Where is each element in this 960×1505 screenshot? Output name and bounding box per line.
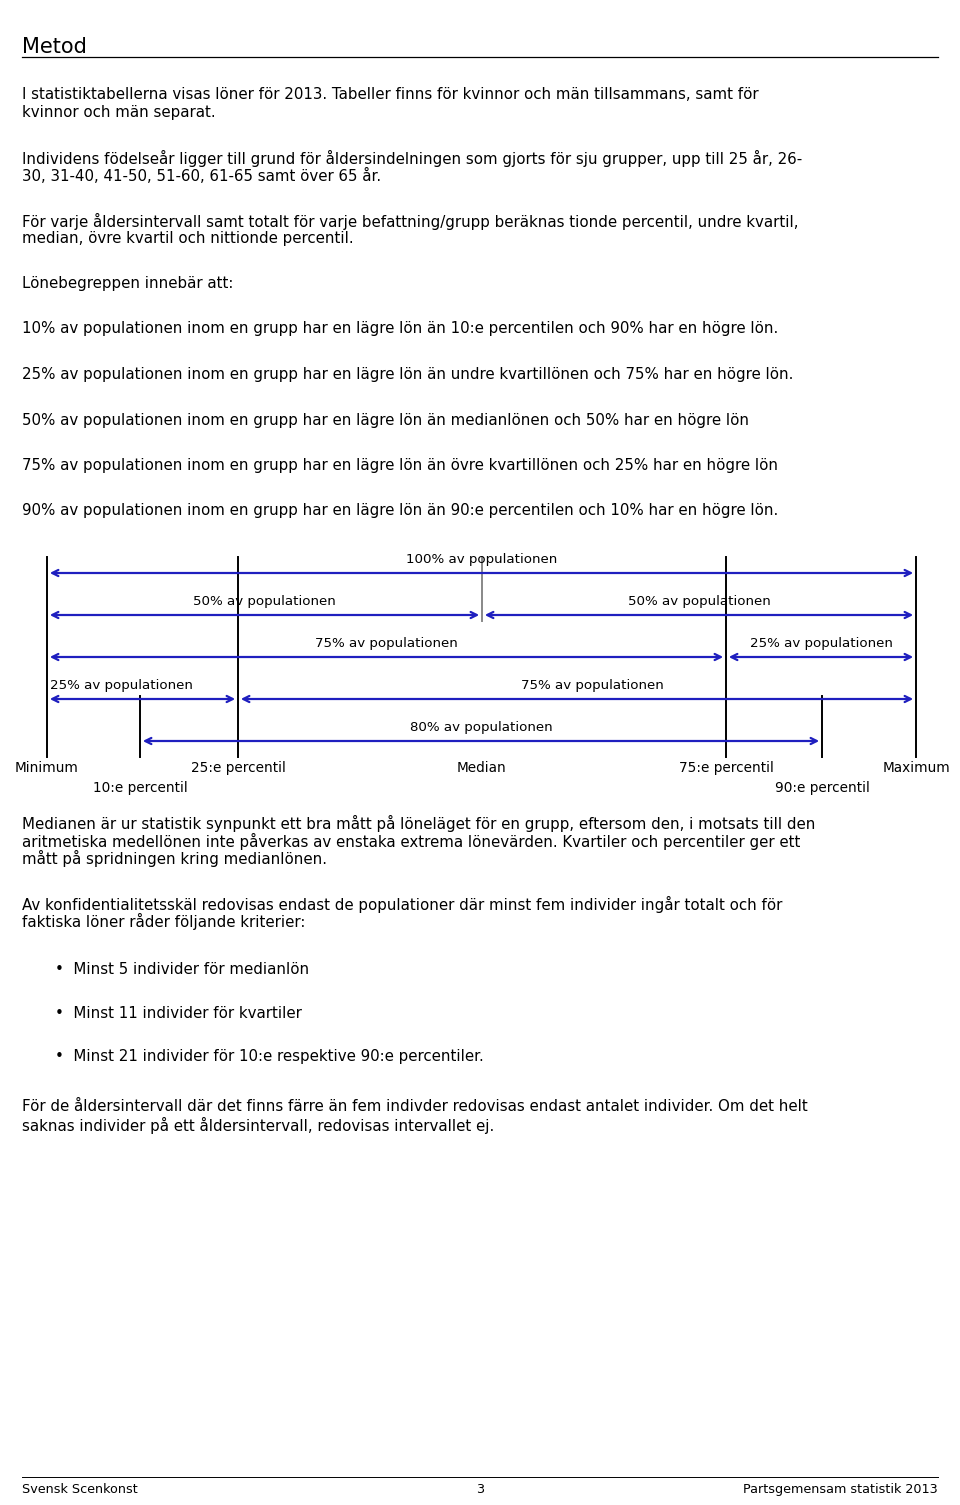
Text: 75:e percentil: 75:e percentil bbox=[679, 762, 774, 775]
Text: 50% av populationen inom en grupp har en lägre lön än medianlönen och 50% har en: 50% av populationen inom en grupp har en… bbox=[22, 412, 749, 427]
Text: Lönebegreppen innebär att:: Lönebegreppen innebär att: bbox=[22, 275, 233, 290]
Text: För de åldersintervall där det finns färre än fem indivder redovisas endast anta: För de åldersintervall där det finns fär… bbox=[22, 1099, 807, 1114]
Text: 75% av populationen: 75% av populationen bbox=[520, 679, 663, 692]
Text: Av konfidentialitetsskäl redovisas endast de populationer där minst fem individe: Av konfidentialitetsskäl redovisas endas… bbox=[22, 895, 782, 912]
Text: 50% av populationen: 50% av populationen bbox=[193, 594, 336, 608]
Text: kvinnor och män separat.: kvinnor och män separat. bbox=[22, 104, 216, 119]
Text: 80% av populationen: 80% av populationen bbox=[410, 721, 552, 734]
Text: 90% av populationen inom en grupp har en lägre lön än 90:e percentilen och 10% h: 90% av populationen inom en grupp har en… bbox=[22, 504, 779, 519]
Text: Svensk Scenkonst: Svensk Scenkonst bbox=[22, 1482, 137, 1496]
Text: 75% av populationen: 75% av populationen bbox=[315, 637, 458, 650]
Text: För varje åldersintervall samt totalt för varje befattning/grupp beräknas tionde: För varje åldersintervall samt totalt fö… bbox=[22, 214, 799, 230]
Text: 50% av populationen: 50% av populationen bbox=[628, 594, 770, 608]
Text: Metod: Metod bbox=[22, 38, 86, 57]
Text: 25% av populationen: 25% av populationen bbox=[750, 637, 893, 650]
Text: aritmetiska medellönen inte påverkas av enstaka extrema lönevärden. Kvartiler oc: aritmetiska medellönen inte påverkas av … bbox=[22, 832, 801, 849]
Text: Median: Median bbox=[457, 762, 507, 775]
Text: Individens födelseår ligger till grund för åldersindelningen som gjorts för sju : Individens födelseår ligger till grund f… bbox=[22, 150, 803, 167]
Text: 30, 31-40, 41-50, 51-60, 61-65 samt över 65 år.: 30, 31-40, 41-50, 51-60, 61-65 samt över… bbox=[22, 167, 381, 184]
Text: Medianen är ur statistik synpunkt ett bra mått på löneläget för en grupp, efters: Medianen är ur statistik synpunkt ett br… bbox=[22, 816, 815, 832]
Text: Partsgemensam statistik 2013: Partsgemensam statistik 2013 bbox=[743, 1482, 938, 1496]
Text: 25% av populationen: 25% av populationen bbox=[50, 679, 193, 692]
Text: Minimum: Minimum bbox=[15, 762, 79, 775]
Text: mått på spridningen kring medianlönen.: mått på spridningen kring medianlönen. bbox=[22, 850, 327, 867]
Text: faktiska löner råder följande kriterier:: faktiska löner råder följande kriterier: bbox=[22, 914, 305, 930]
Text: 75% av populationen inom en grupp har en lägre lön än övre kvartillönen och 25% : 75% av populationen inom en grupp har en… bbox=[22, 458, 778, 473]
Text: •  Minst 5 individer för medianlön: • Minst 5 individer för medianlön bbox=[55, 963, 309, 978]
Text: median, övre kvartil och nittionde percentil.: median, övre kvartil och nittionde perce… bbox=[22, 230, 353, 245]
Text: •  Minst 11 individer för kvartiler: • Minst 11 individer för kvartiler bbox=[55, 1005, 301, 1020]
Text: 3: 3 bbox=[476, 1482, 484, 1496]
Text: 10:e percentil: 10:e percentil bbox=[92, 781, 187, 795]
Text: •  Minst 21 individer för 10:e respektive 90:e percentiler.: • Minst 21 individer för 10:e respektive… bbox=[55, 1049, 484, 1064]
Text: Maximum: Maximum bbox=[882, 762, 949, 775]
Text: 25:e percentil: 25:e percentil bbox=[191, 762, 285, 775]
Text: 100% av populationen: 100% av populationen bbox=[406, 552, 557, 566]
Text: saknas individer på ett åldersintervall, redovisas intervallet ej.: saknas individer på ett åldersintervall,… bbox=[22, 1117, 494, 1133]
Text: I statistiktabellerna visas löner för 2013. Tabeller finns för kvinnor och män t: I statistiktabellerna visas löner för 20… bbox=[22, 87, 758, 102]
Text: 90:e percentil: 90:e percentil bbox=[775, 781, 870, 795]
Text: 25% av populationen inom en grupp har en lägre lön än undre kvartillönen och 75%: 25% av populationen inom en grupp har en… bbox=[22, 367, 793, 382]
Text: 10% av populationen inom en grupp har en lägre lön än 10:e percentilen och 90% h: 10% av populationen inom en grupp har en… bbox=[22, 322, 779, 337]
